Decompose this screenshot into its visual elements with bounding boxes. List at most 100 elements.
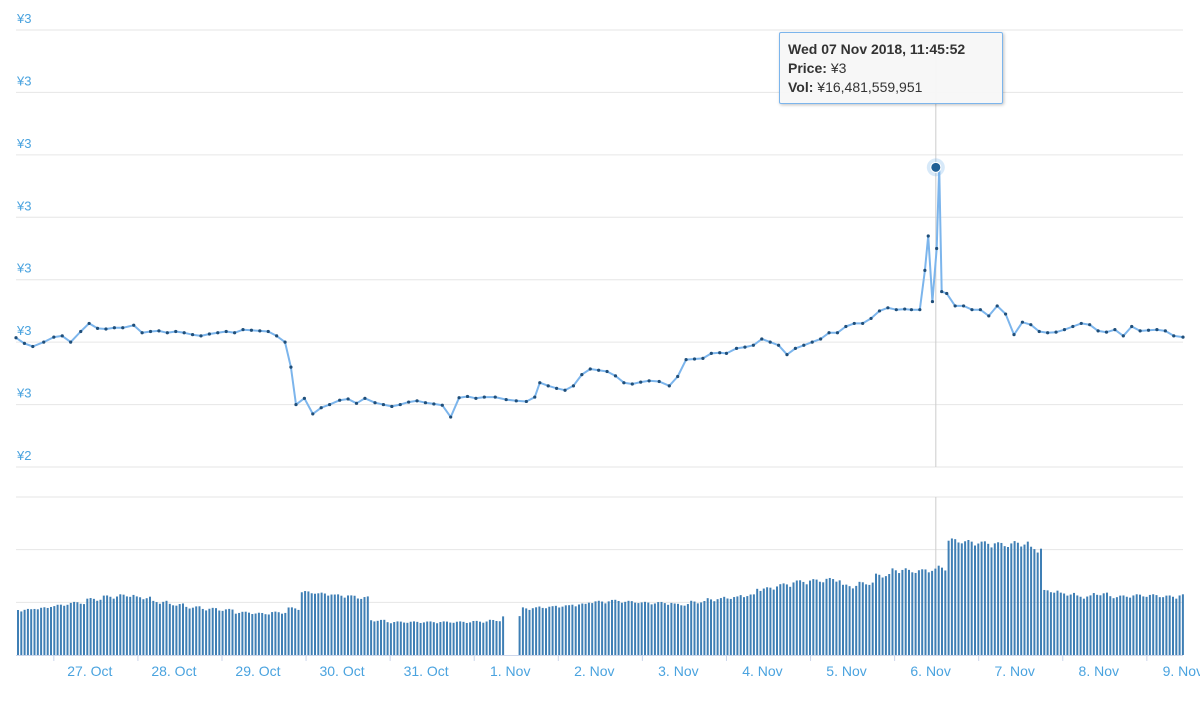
price-point [684,358,688,362]
volume-bar [1082,598,1085,655]
price-point [613,374,618,378]
volume-bar [878,574,881,655]
y-tick-label: ¥3 [16,386,31,401]
price-point [199,334,203,338]
y-tick-label: ¥3 [16,11,31,26]
tooltip-vol-row: Vol: ¥16,481,559,951 [788,78,994,97]
volume-bar [825,578,828,655]
volume-bar [23,609,26,655]
volume-bar [719,598,722,655]
price-point [630,382,634,386]
volume-bar [86,598,89,655]
volume-bar [677,603,679,655]
price-point [987,314,991,318]
volume-bar [429,621,432,655]
price-point [751,343,755,347]
volume-bar [63,605,66,655]
volume-bar [40,607,43,655]
price-point [79,329,83,334]
volume-bar [132,594,135,655]
volume-bar [406,622,409,655]
volume-bar [531,608,534,655]
volume-bar [366,596,369,655]
volume-bar [439,622,442,655]
volume-bar [561,606,564,655]
volume-bar [53,606,56,655]
volume-bar [248,612,250,655]
price-point [639,380,643,384]
volume-bar [446,621,448,655]
volume-bar [1013,541,1016,655]
volume-bar [485,621,488,655]
volume-bar [502,616,505,655]
volume-bar [733,597,736,655]
price-point [970,308,974,312]
volume-bar [789,586,792,655]
volume-bar [696,603,699,655]
price-point [1163,329,1167,333]
price-point [373,401,377,405]
volume-bar [653,603,656,655]
x-tick-label: 29. Oct [235,663,280,679]
price-point [580,373,584,377]
volume-bar [73,601,76,655]
volume-bar [927,572,930,655]
volume-bar [492,619,495,655]
volume-bar [1036,552,1039,655]
volume-bar [452,622,455,655]
volume-bar [637,603,640,655]
volume-bar [617,600,620,655]
volume-bar [1132,595,1135,655]
volume-bar [1142,596,1145,655]
price-point [1104,330,1109,334]
volume-bar [865,584,868,655]
tooltip-price-label: Price: [788,60,827,76]
volume-bar [290,607,293,655]
price-point [514,399,518,403]
x-tick-label: 4. Nov [742,663,782,679]
volume-bar [627,600,630,655]
price-point [112,326,116,330]
volume-bar [172,605,175,655]
volume-bar [1119,595,1122,655]
volume-bar [911,572,914,655]
volume-bar [208,608,211,655]
volume-bar [1178,595,1181,655]
price-point [852,321,856,326]
volume-bar [188,608,191,655]
price-point [701,356,705,360]
volume-bar [947,540,950,655]
highlight-point [930,161,942,173]
volume-bar [46,607,49,655]
volume-bar [987,543,990,655]
volume-bar [776,586,778,655]
volume-bar [135,596,138,655]
x-tick-label: 8. Nov [1079,663,1119,679]
volume-bar [241,611,244,655]
volume-bar [1016,542,1019,655]
volume-bar [736,596,739,655]
price-point [423,401,428,405]
tooltip-vol-value: ¥16,481,559,951 [817,79,923,95]
volume-bar [706,598,709,655]
price-point [1172,334,1176,338]
volume-bar [79,603,82,655]
price-point [311,412,315,416]
volume-bar [1181,594,1184,655]
price-point [894,308,898,312]
price-point [1054,330,1058,334]
volume-bar [1066,595,1069,655]
volume-bar [950,538,953,655]
volume-bar [917,570,920,655]
tooltip-header: Wed 07 Nov 2018, 11:45:52 [788,41,966,57]
price-point [182,331,186,335]
y-tick-label: ¥3 [16,323,31,338]
price-point [718,351,722,355]
volume-bar [1049,592,1052,655]
volume-bar [601,601,604,655]
volume-bar [399,621,402,655]
volume-bar [954,539,957,655]
volume-bar [611,599,613,655]
